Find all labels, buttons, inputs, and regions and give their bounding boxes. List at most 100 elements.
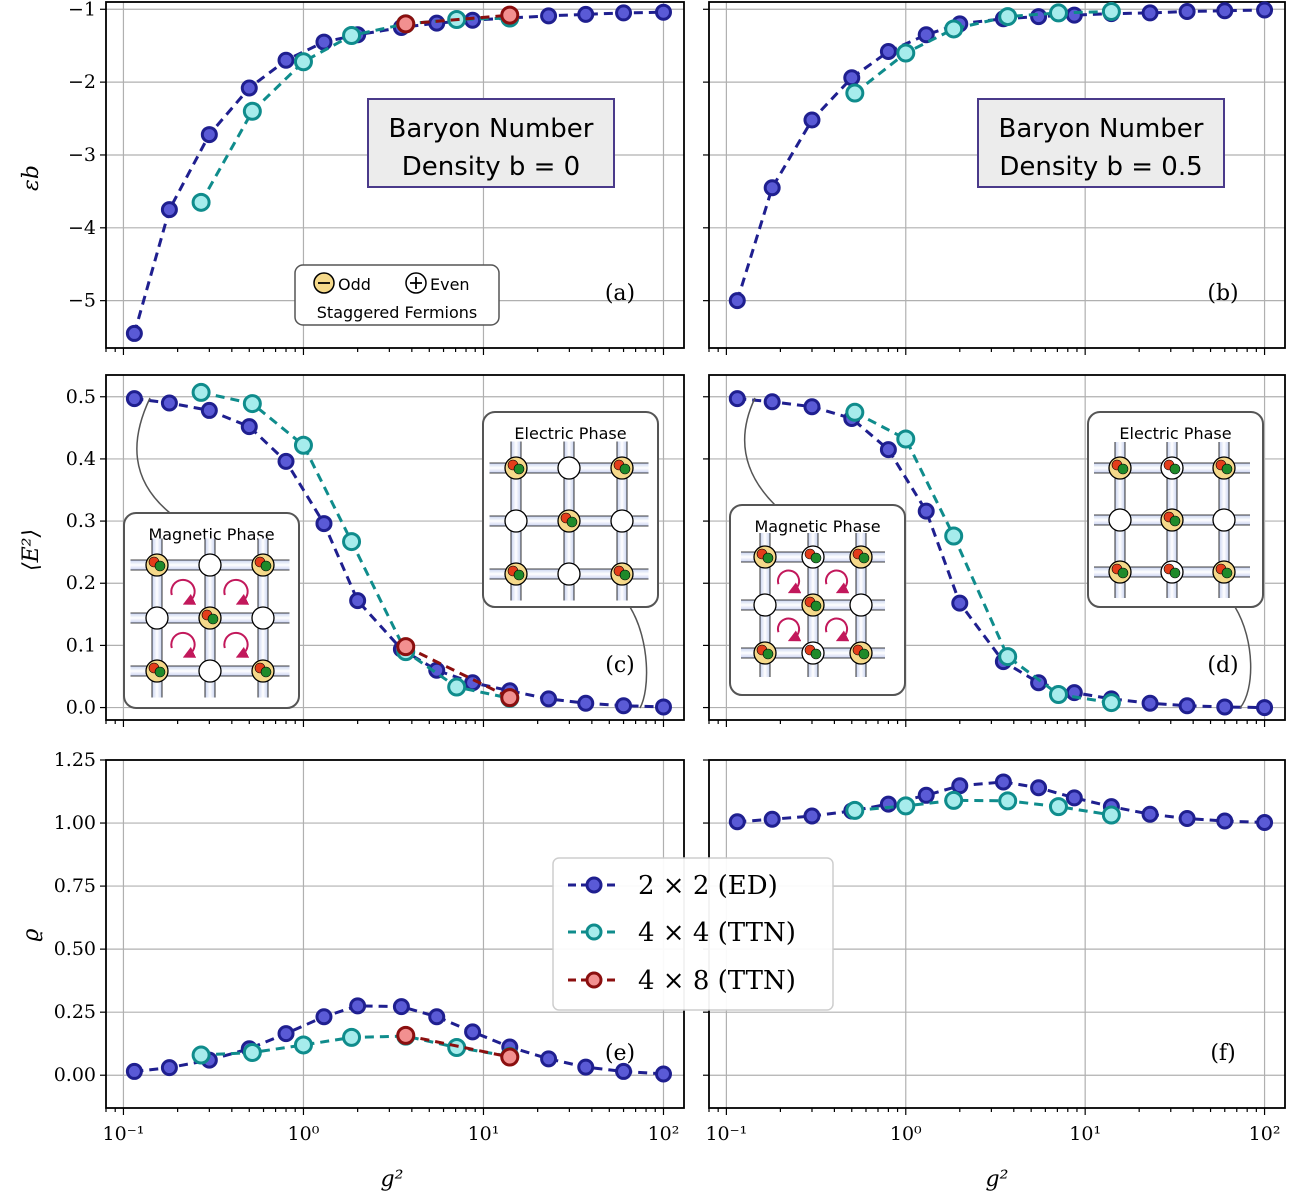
plaquette-arrow-icon [170,631,197,658]
data-point-ed [917,786,935,804]
data-point-ed [803,111,821,129]
quark-icon [619,463,631,475]
data-point-ed [1141,805,1159,823]
even-site-icon [198,659,222,683]
data-point-ed [1178,697,1196,715]
panel-label: (c) [605,653,635,678]
data-point-ed [615,4,633,22]
panel-label: (b) [1207,281,1238,306]
data-point-ed [540,690,558,708]
data-point-ttn44 [293,52,313,72]
even-label: Even [430,275,470,294]
data-point-ed [1256,1,1274,19]
panel-f: 10⁻¹ 10⁰ 10¹ 10² (f) [703,759,1286,1145]
data-point-ttn48 [396,14,416,34]
quark-icon [858,552,870,564]
data-point-ttn44 [845,800,865,820]
data-point-ed [803,398,821,416]
quark-icon [1221,567,1233,579]
even-site-icon [753,593,777,617]
quark-icon [1117,567,1129,579]
data-point-ttn44 [242,1043,262,1063]
quark-icon [260,560,272,572]
phase-title: Magnetic Phase [754,517,880,536]
data-point-ttn44 [845,83,865,103]
data-point-ed [160,394,178,412]
data-point-ed [951,777,969,795]
data-point-ttn48 [500,5,520,25]
y-tick-label: −5 [68,290,96,312]
data-point-ed [464,1023,482,1041]
data-point-ed [428,1008,446,1026]
data-point-ttn44 [293,435,313,455]
magnetic-phase-inset-d: Magnetic Phase [729,504,906,696]
data-point-ttn44 [1048,3,1068,23]
data-point-ed [917,26,935,44]
data-point-ed [315,515,333,533]
phase-title: Magnetic Phase [148,525,274,544]
plaquette-arrow-icon [170,578,197,605]
data-point-ttn44 [998,791,1018,811]
data-point-ttn44 [944,19,964,39]
legend-item-ttn48: 4 × 8 (TTN) [568,966,796,996]
panel-frame [708,374,1286,721]
title-box-b05-line2: Density b = 0.5 [999,152,1202,182]
data-point-ed [728,813,746,831]
data-point-ed [315,33,333,51]
x-tick-label: 10² [1249,1123,1281,1145]
fermion-legend-caption: Staggered Fermions [317,303,477,322]
data-point-ed [540,1050,558,1068]
series-line-ttn48 [405,645,511,699]
data-point-ed [1256,699,1274,717]
plaquette-arrow-icon [776,617,802,642]
data-point-ed [1141,694,1159,712]
data-point-ed [125,390,143,408]
ylabel-top: εb [19,165,44,191]
data-point-ed [879,795,897,813]
quark-icon [1169,463,1181,475]
data-point-ed [277,51,295,69]
fermion-legend: Odd Even Staggered Fermions [294,264,500,326]
data-point-ed [240,418,258,436]
data-point-ed [315,1008,333,1026]
data-point-ed [1141,4,1159,22]
quark-icon [566,516,578,528]
data-point-ttn44 [1048,685,1068,705]
data-point-ed [1065,6,1083,24]
even-site-icon [557,456,581,480]
data-point-ed [428,14,446,32]
data-point-ttn44 [896,429,916,449]
data-point-ed [615,697,633,715]
inset-connector [743,397,776,506]
data-point-ed [577,694,595,712]
data-point-ed [200,126,218,144]
data-point-ed [125,1062,143,1080]
data-point-ed [277,452,295,470]
x-tick-label: 10⁰ [288,1123,320,1145]
data-point-ttn48 [500,688,520,708]
phase-insets: Magnetic Phase Electric Phase Magnetic Pha… [123,397,1264,709]
data-point-ed [577,1058,595,1076]
xlabel-right: g² [986,1167,1009,1192]
y-tick-label: 0.5 [66,386,96,408]
data-point-ed [1030,674,1048,692]
data-point-ed [1065,789,1083,807]
y-tick-label: 0.00 [54,1064,96,1086]
data-point-ed [1216,2,1234,20]
data-point-ed [763,393,781,411]
data-point-ttn44 [191,1045,211,1065]
series-line-ttn44 [854,410,1112,705]
y-tick-label: 0.1 [66,634,96,656]
even-site-icon [849,593,873,617]
phase-title: Electric Phase [1119,424,1231,443]
inset-connector [1234,606,1252,709]
panel-label: (d) [1207,653,1238,678]
quark-icon [762,648,774,660]
quark-icon [810,648,822,660]
series-line-ttn48 [405,13,510,26]
electric-phase-inset-d: Electric Phase [1087,411,1264,608]
odd-label: Odd [338,275,371,294]
legend-item-ed: 2 × 2 (ED) [568,871,778,901]
data-point-ttn44 [845,402,865,422]
legend-label-ed: 2 × 2 (ED) [638,871,778,901]
